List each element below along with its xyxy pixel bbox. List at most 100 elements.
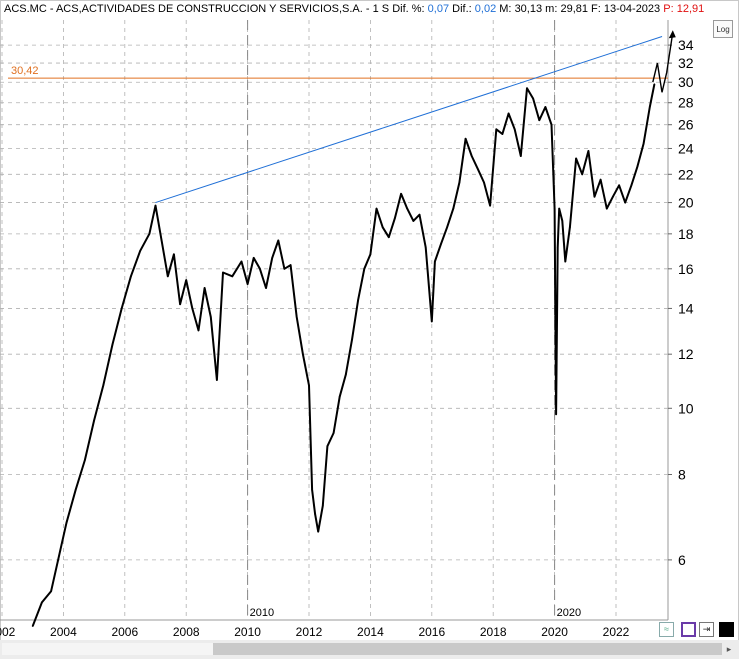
- y-tick-label: 28: [678, 95, 694, 111]
- price-point: [501, 133, 504, 135]
- price-point: [265, 287, 267, 289]
- price-point: [642, 142, 645, 145]
- price-point: [160, 239, 163, 242]
- price-point: [507, 112, 510, 115]
- y-tick-label: 10: [678, 400, 694, 416]
- y-tick-label: 18: [678, 226, 694, 242]
- price-point: [111, 343, 114, 346]
- price-point: [636, 165, 639, 168]
- price-point: [259, 268, 261, 270]
- price-point: [648, 106, 651, 108]
- price-point: [102, 384, 105, 387]
- y-tick-label: 26: [678, 117, 694, 133]
- price-point: [375, 207, 378, 210]
- price-point: [553, 207, 556, 210]
- price-point: [369, 253, 372, 256]
- dif-pct-label: Dif. %:: [392, 3, 425, 15]
- ticker: ACS.MC: [4, 3, 47, 15]
- price-point: [322, 504, 324, 507]
- price-point: [308, 384, 310, 387]
- price-point: [179, 303, 181, 306]
- y-tick-label: 8: [678, 467, 686, 483]
- y-tick-label: 34: [678, 37, 694, 53]
- color-swatch-icon[interactable]: [719, 622, 734, 637]
- price-point: [526, 87, 528, 90]
- zigzag-tool-icon[interactable]: ≈: [659, 622, 674, 637]
- price-point: [483, 181, 485, 184]
- price-point: [381, 226, 384, 229]
- y-tick-label: 22: [678, 166, 694, 182]
- x-tick-label: 2008: [173, 625, 200, 639]
- price-point: [363, 268, 366, 270]
- price-point: [302, 353, 304, 355]
- price-point: [400, 193, 402, 195]
- price-point: [148, 233, 151, 235]
- price-point: [271, 257, 273, 259]
- dif-value: 0,02: [474, 3, 497, 15]
- price-point: [209, 316, 212, 318]
- price-point: [440, 243, 442, 245]
- header-sep: -: [49, 3, 54, 15]
- price-point: [624, 201, 627, 204]
- price-point: [431, 320, 433, 323]
- price-point: [550, 123, 553, 126]
- y-tick-label: 14: [678, 300, 694, 316]
- price-point: [418, 213, 421, 216]
- x-tick-label: 2002: [0, 625, 16, 639]
- price-point: [561, 220, 564, 222]
- scrollbar-thumb[interactable]: [213, 643, 722, 655]
- price-point: [314, 513, 316, 515]
- price-point: [93, 419, 95, 422]
- price-point: [283, 268, 286, 270]
- price-point: [59, 549, 62, 551]
- price-point: [338, 395, 341, 398]
- y-tick-label: 6: [678, 552, 686, 568]
- company-name: ACS,ACTIVIDADES DE CONSTRUCCION Y SERVIC…: [55, 3, 363, 15]
- x-tick-label: 2010: [234, 625, 261, 639]
- dif-label: Dif.:: [452, 3, 472, 15]
- x-tick-label: 2012: [296, 625, 323, 639]
- price-point: [240, 260, 243, 263]
- pin-icon[interactable]: ⇥: [699, 622, 714, 637]
- price-point: [231, 275, 234, 278]
- price-point: [65, 521, 68, 524]
- price-point: [446, 226, 448, 229]
- header-sep: -: [365, 3, 370, 15]
- price-point: [317, 530, 320, 533]
- price-point: [434, 260, 436, 263]
- price-point: [452, 207, 455, 210]
- price-point: [520, 155, 522, 157]
- price-point: [203, 287, 206, 289]
- price-point: [311, 488, 313, 491]
- price-point: [295, 316, 298, 318]
- price-point: [84, 459, 86, 461]
- x-tick-label: 2016: [418, 625, 445, 639]
- projection-arrow: [668, 30, 676, 39]
- x-tick-label: 2004: [50, 625, 77, 639]
- price-point: [185, 279, 187, 281]
- date-label: F:: [591, 3, 601, 15]
- save-icon[interactable]: [681, 622, 696, 637]
- date-value: 13-04-2023: [603, 3, 661, 15]
- price-point: [653, 83, 656, 86]
- log-scale-button[interactable]: Log: [713, 20, 733, 38]
- price-point: [74, 488, 77, 491]
- x-tick-label: 2020: [541, 625, 568, 639]
- price-point: [424, 246, 427, 249]
- price-point: [532, 97, 534, 100]
- price-point: [394, 216, 396, 219]
- trend-line: [155, 36, 663, 204]
- price-point: [587, 150, 590, 152]
- y-tick-label: 12: [678, 346, 694, 362]
- price-point: [277, 239, 280, 242]
- price-point: [154, 204, 157, 207]
- price-point: [412, 220, 415, 222]
- scroll-right-icon[interactable]: ▸: [726, 644, 732, 654]
- p-value: 12,91: [676, 3, 705, 15]
- price-point: [612, 195, 614, 198]
- price-point: [630, 184, 633, 187]
- y-tick-label: 24: [678, 140, 694, 156]
- price-point: [130, 275, 132, 278]
- price-point: [575, 157, 577, 160]
- price-point: [558, 207, 561, 210]
